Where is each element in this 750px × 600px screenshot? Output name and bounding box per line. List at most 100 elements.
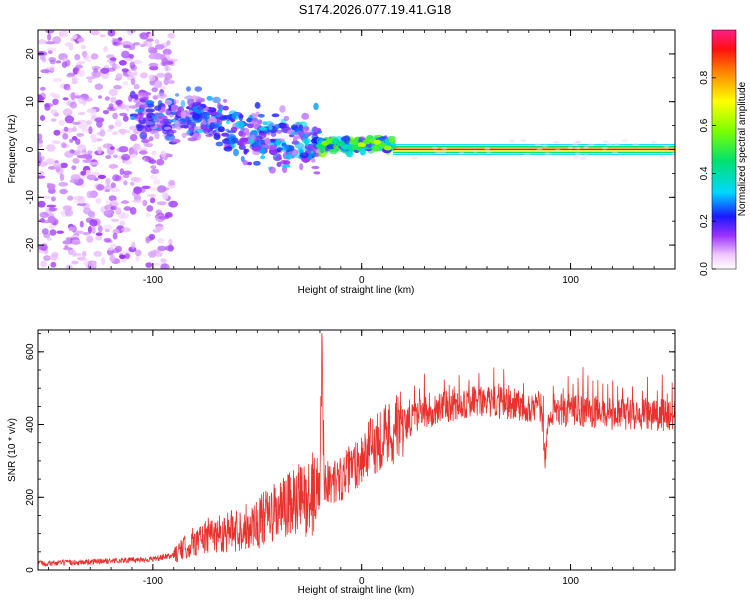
heatmap-blob <box>72 126 76 132</box>
heatmap-blob <box>49 208 58 212</box>
heatmap-blob <box>50 262 56 268</box>
heatmap-blob <box>671 152 677 155</box>
heatmap-blob <box>156 73 165 78</box>
heatmap-blob <box>67 196 73 201</box>
heatmap-blob <box>151 263 161 266</box>
heatmap-blob <box>52 252 59 257</box>
heatmap-blob <box>633 143 639 146</box>
heatmap-blob <box>255 102 261 109</box>
heatmap-blob <box>133 42 140 45</box>
heatmap-blob <box>148 251 157 258</box>
heatmap-blob <box>216 142 224 147</box>
heatmap-blob <box>113 155 118 159</box>
heatmap-blob <box>40 218 44 223</box>
heatmap-blob <box>59 189 68 194</box>
heatmap-blob <box>113 233 118 240</box>
heatmap-blob <box>113 85 122 89</box>
colorbar-gradient <box>712 30 736 269</box>
heatmap-blob <box>274 157 282 161</box>
heatmap-blob <box>121 51 130 59</box>
heatmap-blob <box>109 89 118 96</box>
heatmap-blob <box>150 165 156 169</box>
heatmap-blob <box>140 72 148 78</box>
heatmap-blob <box>313 171 320 174</box>
heatmap-blob <box>134 94 138 100</box>
heatmap-blob <box>252 147 262 152</box>
heatmap-blob <box>133 186 142 194</box>
snr-y-tick-label: 0 <box>25 567 36 573</box>
heatmap-blob <box>223 99 227 103</box>
heatmap-blob <box>40 115 45 121</box>
heatmap-blob <box>91 138 97 143</box>
heatmap-blob <box>227 140 236 145</box>
heatmap-blob <box>120 168 124 175</box>
heatmap-blob <box>64 151 73 158</box>
heatmap-blob <box>100 34 106 37</box>
heatmap-blob <box>157 238 164 243</box>
heatmap-blob <box>612 151 618 154</box>
heatmap-blob <box>231 127 238 132</box>
colorbar-tick-label: 0.6 <box>699 118 710 132</box>
heatmap-blob <box>86 155 92 160</box>
heatmap-blob <box>156 159 164 166</box>
heatmap-blob <box>279 105 286 113</box>
heatmap-blob <box>115 77 121 80</box>
heatmap-blob <box>121 154 130 161</box>
snr-panel: -100 0 100 0 200 400 600 Height of straight l… <box>7 330 675 596</box>
heatmap-blob <box>111 219 119 222</box>
heatmap-blob <box>313 126 318 133</box>
heatmap-blob <box>260 127 267 131</box>
heatmap-blob <box>174 115 179 120</box>
heatmap-blob <box>573 156 579 159</box>
heatmap-blob <box>56 231 64 234</box>
heatmap-blob <box>171 104 178 111</box>
heatmap-blob <box>92 226 96 234</box>
heatmap-blob <box>146 41 153 47</box>
heatmap-blob <box>187 99 194 106</box>
heatmap-blob <box>169 59 178 62</box>
heatmap-blob <box>192 113 200 119</box>
heatmap-blob <box>302 134 310 139</box>
heatmap-blob <box>187 118 191 126</box>
spectrogram-y-tick-label: 0 <box>25 146 36 152</box>
heatmap-blob <box>145 262 152 268</box>
heatmap-blob <box>40 261 47 268</box>
heatmap-blob <box>214 133 221 140</box>
heatmap-blob <box>47 205 57 208</box>
heatmap-blob <box>37 201 45 208</box>
heatmap-blob <box>124 206 132 211</box>
heatmap-blob <box>35 175 45 178</box>
heatmap-blob <box>65 209 73 217</box>
heatmap-blob <box>130 116 135 120</box>
heatmap-blob <box>152 151 157 156</box>
heatmap-blob <box>87 175 97 181</box>
heatmap-blob <box>113 106 122 109</box>
heatmap-blob <box>76 133 84 137</box>
heatmap-blob <box>182 133 187 139</box>
heatmap-blob <box>233 149 239 157</box>
heatmap-blob <box>147 194 156 197</box>
heatmap-blob <box>145 157 154 162</box>
heatmap-blob <box>168 80 175 84</box>
heatmap-blob <box>70 102 77 109</box>
figure: S174.2026.077.19.41.G18 -100 0 100 20 10 0 -1… <box>0 0 750 600</box>
colorbar-tick-label: 0.8 <box>699 70 710 84</box>
heatmap-blob <box>580 157 586 160</box>
heatmap-blob <box>277 162 282 167</box>
heatmap-blob <box>253 161 261 166</box>
heatmap-blob <box>61 142 67 148</box>
heatmap-blob <box>250 135 255 140</box>
heatmap-blob <box>432 147 438 150</box>
heatmap-blob <box>77 155 87 158</box>
heatmap-blob <box>272 113 280 117</box>
heatmap-blob <box>98 225 103 232</box>
heatmap-blob <box>663 145 669 148</box>
colorbar: 0.0 0.2 0.4 0.6 0.8 Normalized spectral ampl… <box>699 30 748 276</box>
heatmap-blob <box>152 115 158 119</box>
heatmap-blob <box>168 244 174 251</box>
heatmap-blob <box>197 106 204 110</box>
heatmap-blob <box>52 99 59 105</box>
heatmap-blob <box>53 130 60 136</box>
heatmap-blob <box>140 103 148 109</box>
heatmap-blob <box>91 214 96 218</box>
